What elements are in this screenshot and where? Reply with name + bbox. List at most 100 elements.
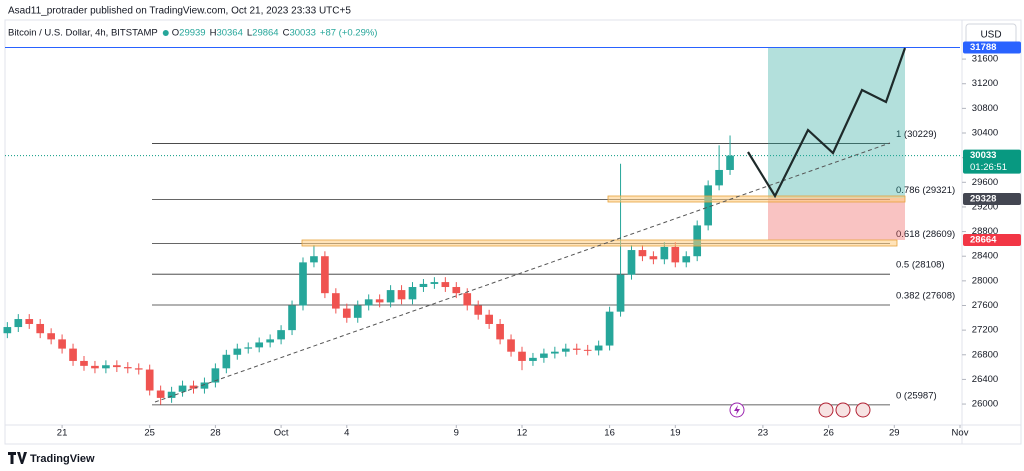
candle-body [474,305,483,315]
candle-body [540,353,548,358]
candle-body [518,351,526,361]
candle-body [561,348,570,352]
event-icon[interactable] [818,402,834,418]
status-dot [162,30,169,36]
candle-body [310,256,318,263]
candle-body [200,382,209,389]
candle-body [638,250,647,257]
price-label: 30033 [970,150,996,161]
candle-body [704,185,712,226]
candle-body [145,369,154,391]
ohlc-label: H [210,28,217,39]
candle-body [353,305,362,318]
candle-body [134,368,143,370]
candle-body [36,323,45,334]
x-tick-label: 23 [758,428,769,439]
candle-body [102,365,110,369]
candle-body [69,348,77,361]
candle-body [14,319,23,328]
brand-logo [8,452,27,464]
x-tick-label: 16 [604,428,615,439]
candle-body [605,311,614,346]
candle-body [375,299,384,303]
y-tick-label: 31200 [972,78,998,89]
ohlc-label: O [172,28,179,39]
candle-body [430,282,439,284]
x-tick-label: 26 [823,428,834,439]
candle-body [726,155,734,170]
publisher: Asad11_protrader published on TradingVie… [8,6,351,17]
axes: 26000 26400 26800 27200 27600 28000 28400 28800… [57,41,1021,439]
candle-body [113,365,121,368]
candle-body [288,305,296,331]
y-tick-label: 27200 [972,325,998,336]
currency[interactable]: USD [980,30,1001,41]
ohlc-value: 30364 [216,28,242,39]
candle-body [572,348,581,350]
fib-level-label: 1 (30229) [896,129,937,140]
candle-body [408,287,417,300]
y-tick-label: 30800 [972,103,998,114]
candle-body [441,282,450,288]
x-tick-label: 28 [210,428,221,439]
candle-body [397,290,406,300]
candle-body [321,256,329,294]
candle-body [3,327,12,334]
candle-body [167,391,176,398]
brand-name: TradingView [30,453,95,465]
candle-body [91,365,99,369]
x-tick-label: 29 [889,428,900,439]
candle-body [583,349,592,351]
x-tick-label: 12 [517,428,528,439]
event-icons [729,402,871,418]
support-zone [607,195,906,203]
candle-body [222,354,231,369]
fib-level-label: 0.786 (29321) [896,185,955,196]
price-label-bg [963,233,1021,246]
candle-body [364,299,373,306]
candle-body [682,256,691,263]
candle-body [123,367,132,369]
candle-body [342,308,351,318]
price-label-bg [963,193,1021,206]
candle-body [660,246,669,260]
candle-body [156,390,165,398]
ohlc-label: L [247,28,252,39]
target-zone [768,48,905,198]
candle-body [266,339,274,343]
price-label-bg [963,149,1021,174]
candle-body [299,262,307,306]
x-tick-label: 4 [344,428,349,439]
projection-path [747,47,907,199]
brand: TradingView [8,452,95,465]
candle-body [529,357,537,361]
event-icon[interactable] [855,402,871,418]
x-tick-label: Oct [274,428,289,439]
price-label: 29328 [970,194,996,205]
candle-body [452,287,461,294]
fib-level-label: 0 (25987) [896,390,937,401]
trend-line [154,142,891,403]
candle-body [496,323,504,340]
y-tick-label: 29200 [972,201,998,212]
candle-body [715,169,723,186]
event-icon[interactable] [835,402,851,418]
x-tick-label: 19 [670,428,681,439]
y-tick-label: 29600 [972,177,998,188]
candle-body [211,368,220,383]
legend: Bitcoin / U.S. Dollar, 4h, BITSTAMP O 2993… [8,28,377,39]
price-label-bg [963,41,1021,54]
y-tick-label: 31600 [972,54,998,65]
fib-level-label: 0.618 (28609) [896,229,955,240]
ohlc-value: 29864 [252,28,278,39]
x-tick-label: 21 [57,428,68,439]
candle-body [244,347,253,349]
candle-body [25,319,34,324]
candle-body [58,339,66,349]
y-tick-label: 30400 [972,128,998,139]
legend-symbol: Bitcoin / U.S. Dollar, 4h, BITSTAMP [8,28,158,39]
candle-body [594,345,603,351]
y-tick-label: 28000 [972,275,998,286]
candle-body [649,256,658,260]
